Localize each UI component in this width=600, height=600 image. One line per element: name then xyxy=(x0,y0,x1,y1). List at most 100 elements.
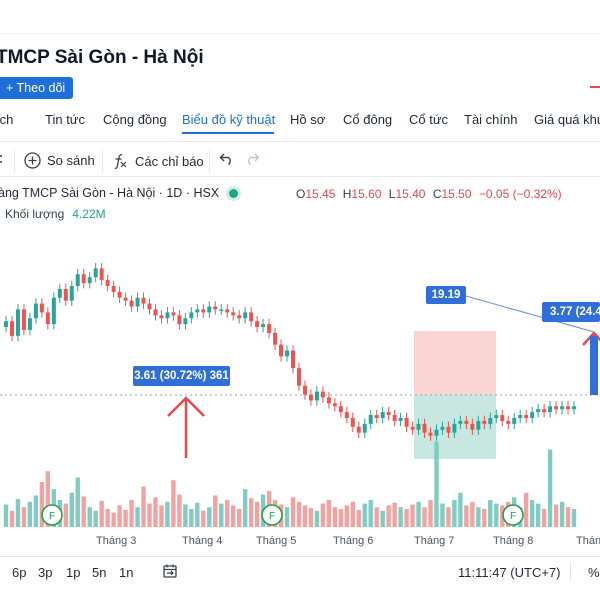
dividend-marker-3[interactable]: F xyxy=(502,504,524,526)
ohlc-values: O15.45 H15.60 L15.40 C15.50 −0.05 (−0.32… xyxy=(296,187,562,201)
candle xyxy=(572,400,576,415)
candle xyxy=(542,403,547,418)
candle xyxy=(548,400,553,418)
tab-price-history[interactable]: Giá quá khứ xyxy=(534,112,600,127)
volume-bar xyxy=(476,507,481,527)
candle xyxy=(153,304,158,321)
tab-shareholders[interactable]: Cổ đông xyxy=(343,112,393,127)
candle xyxy=(69,280,74,306)
clock-display[interactable]: 11:11:47 (UTC+7) xyxy=(458,565,561,580)
candle xyxy=(255,315,260,333)
volume-bar xyxy=(135,507,140,527)
volume-bar xyxy=(207,507,212,527)
volume-bar xyxy=(362,503,367,527)
trend-line[interactable] xyxy=(465,295,595,333)
volume-bar xyxy=(236,509,242,527)
price-label[interactable]: 19.19 xyxy=(426,286,466,304)
volume-bar xyxy=(296,501,302,527)
low-value: 15.40 xyxy=(395,187,426,201)
tab-analysis[interactable]: ích xyxy=(0,112,14,127)
volume-bar xyxy=(33,495,39,527)
candle xyxy=(105,274,110,292)
volume-bar xyxy=(123,509,128,527)
volume-bar xyxy=(500,505,505,527)
tab-community[interactable]: Cộng đồng xyxy=(103,112,167,127)
tab-technical-chart[interactable]: Biểu đồ kỹ thuật xyxy=(182,112,276,127)
volume-bar xyxy=(213,495,218,527)
tab-finance[interactable]: Tài chính xyxy=(464,112,518,127)
date-range-icon[interactable] xyxy=(162,563,178,582)
volume-bar xyxy=(201,510,206,527)
volume-bar xyxy=(350,501,355,527)
candle xyxy=(117,286,122,304)
price-chart[interactable]: F F F xyxy=(0,230,600,530)
redo-button[interactable] xyxy=(244,152,260,166)
candles-group xyxy=(4,263,576,441)
dividend-marker-2[interactable]: F xyxy=(261,504,283,526)
tab-dividends[interactable]: Cổ tức xyxy=(409,112,449,127)
tab-profile[interactable]: Hồ sơ xyxy=(290,112,326,127)
target-zone[interactable] xyxy=(414,331,496,395)
volume-bar xyxy=(344,505,349,527)
candle xyxy=(470,418,475,436)
candle xyxy=(87,271,92,289)
range-3p[interactable]: 3p xyxy=(38,565,53,580)
candle xyxy=(123,292,128,306)
company-title: TMCP Sài Gòn - Hà Nội xyxy=(0,47,204,68)
range-1n[interactable]: 1n xyxy=(119,565,134,580)
volume-bar xyxy=(290,497,296,527)
candle xyxy=(356,421,361,438)
candle xyxy=(344,406,349,424)
candle xyxy=(422,418,427,438)
compare-button[interactable]: So sánh xyxy=(24,152,95,169)
indicators-button[interactable]: Các chỉ báo xyxy=(111,152,204,170)
range-5n[interactable]: 5n xyxy=(92,565,107,580)
percent-toggle[interactable]: % xyxy=(588,565,600,580)
volume-bar xyxy=(111,512,116,527)
volume-bar xyxy=(374,507,379,527)
volume-bar xyxy=(464,505,469,527)
candle xyxy=(135,292,140,312)
follow-button[interactable]: + Theo dõi xyxy=(0,77,74,99)
candle xyxy=(273,327,278,350)
candle xyxy=(464,415,469,430)
candle xyxy=(15,304,20,342)
top-bar xyxy=(0,0,600,34)
volume-bar xyxy=(434,441,439,527)
range-1p[interactable]: 1p xyxy=(66,565,81,580)
candle xyxy=(362,418,367,438)
range-6p[interactable]: 6p xyxy=(12,565,27,580)
candle xyxy=(279,339,284,362)
candle xyxy=(63,283,68,306)
candle xyxy=(261,318,266,333)
candle xyxy=(249,307,254,327)
candle xyxy=(428,427,433,441)
undo-button[interactable] xyxy=(219,152,235,166)
candle xyxy=(111,280,116,298)
volume-bar xyxy=(368,500,373,527)
volume-bar xyxy=(440,503,445,527)
candle xyxy=(434,424,439,441)
candle xyxy=(51,292,56,330)
volume-bar xyxy=(338,509,344,527)
measure-label-right[interactable]: 3.77 (24.4 xyxy=(542,302,600,322)
dividend-marker-1[interactable]: F xyxy=(41,504,63,526)
interval-icon[interactable] xyxy=(0,151,6,167)
volume-bar xyxy=(428,500,433,527)
volume-bar xyxy=(171,480,176,527)
volume-bar xyxy=(535,503,541,527)
function-icon xyxy=(114,153,127,170)
volume-bar xyxy=(446,507,451,527)
candle xyxy=(189,307,194,324)
up-arrow-right xyxy=(582,331,600,395)
candle xyxy=(45,307,50,330)
candle xyxy=(27,312,32,336)
candle xyxy=(386,406,391,421)
symbol-legend: àng TMCP Sài Gòn - Hà Nội · 1D · HSX xyxy=(0,186,239,200)
tab-news[interactable]: Tin tức xyxy=(45,112,86,127)
candle xyxy=(177,310,182,330)
volume-bar xyxy=(332,507,338,527)
candle xyxy=(440,421,445,436)
measure-label-left[interactable]: 3.61 (30.72%) 361 xyxy=(133,366,230,386)
volume-bar xyxy=(416,501,421,527)
